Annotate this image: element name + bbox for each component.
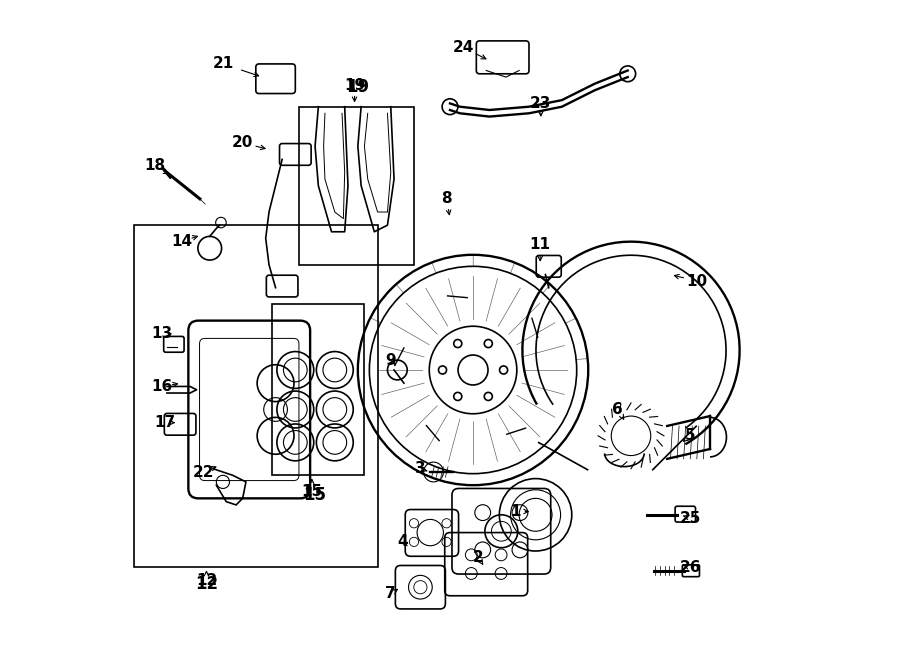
Text: 3: 3 — [415, 461, 426, 476]
Text: 13: 13 — [151, 327, 172, 341]
Text: 1: 1 — [510, 504, 521, 519]
Text: 26: 26 — [680, 560, 701, 575]
Text: 7: 7 — [385, 586, 396, 602]
Text: 4: 4 — [397, 533, 408, 549]
Text: 8: 8 — [441, 191, 452, 206]
Text: 19: 19 — [346, 78, 369, 96]
Text: 2: 2 — [472, 550, 483, 565]
Text: 22: 22 — [193, 465, 214, 479]
Text: 21: 21 — [212, 56, 233, 71]
Text: 5: 5 — [685, 428, 696, 444]
Text: 16: 16 — [151, 379, 172, 394]
Text: 20: 20 — [232, 136, 253, 151]
Bar — [134, 225, 378, 567]
Bar — [299, 106, 414, 264]
Text: 18: 18 — [145, 159, 166, 173]
Text: 12: 12 — [195, 575, 218, 593]
Text: 6: 6 — [613, 402, 623, 417]
Bar — [273, 304, 364, 475]
Text: 12: 12 — [196, 573, 217, 588]
Text: 11: 11 — [530, 237, 551, 253]
Text: 15: 15 — [303, 486, 327, 504]
Text: 17: 17 — [155, 415, 176, 430]
Text: 15: 15 — [302, 485, 322, 499]
Text: 19: 19 — [344, 78, 365, 93]
Text: 23: 23 — [530, 96, 552, 111]
Text: 10: 10 — [687, 274, 707, 289]
Text: 14: 14 — [171, 234, 192, 249]
Text: 25: 25 — [680, 510, 701, 525]
Text: 9: 9 — [385, 352, 396, 368]
Text: 24: 24 — [453, 40, 474, 55]
